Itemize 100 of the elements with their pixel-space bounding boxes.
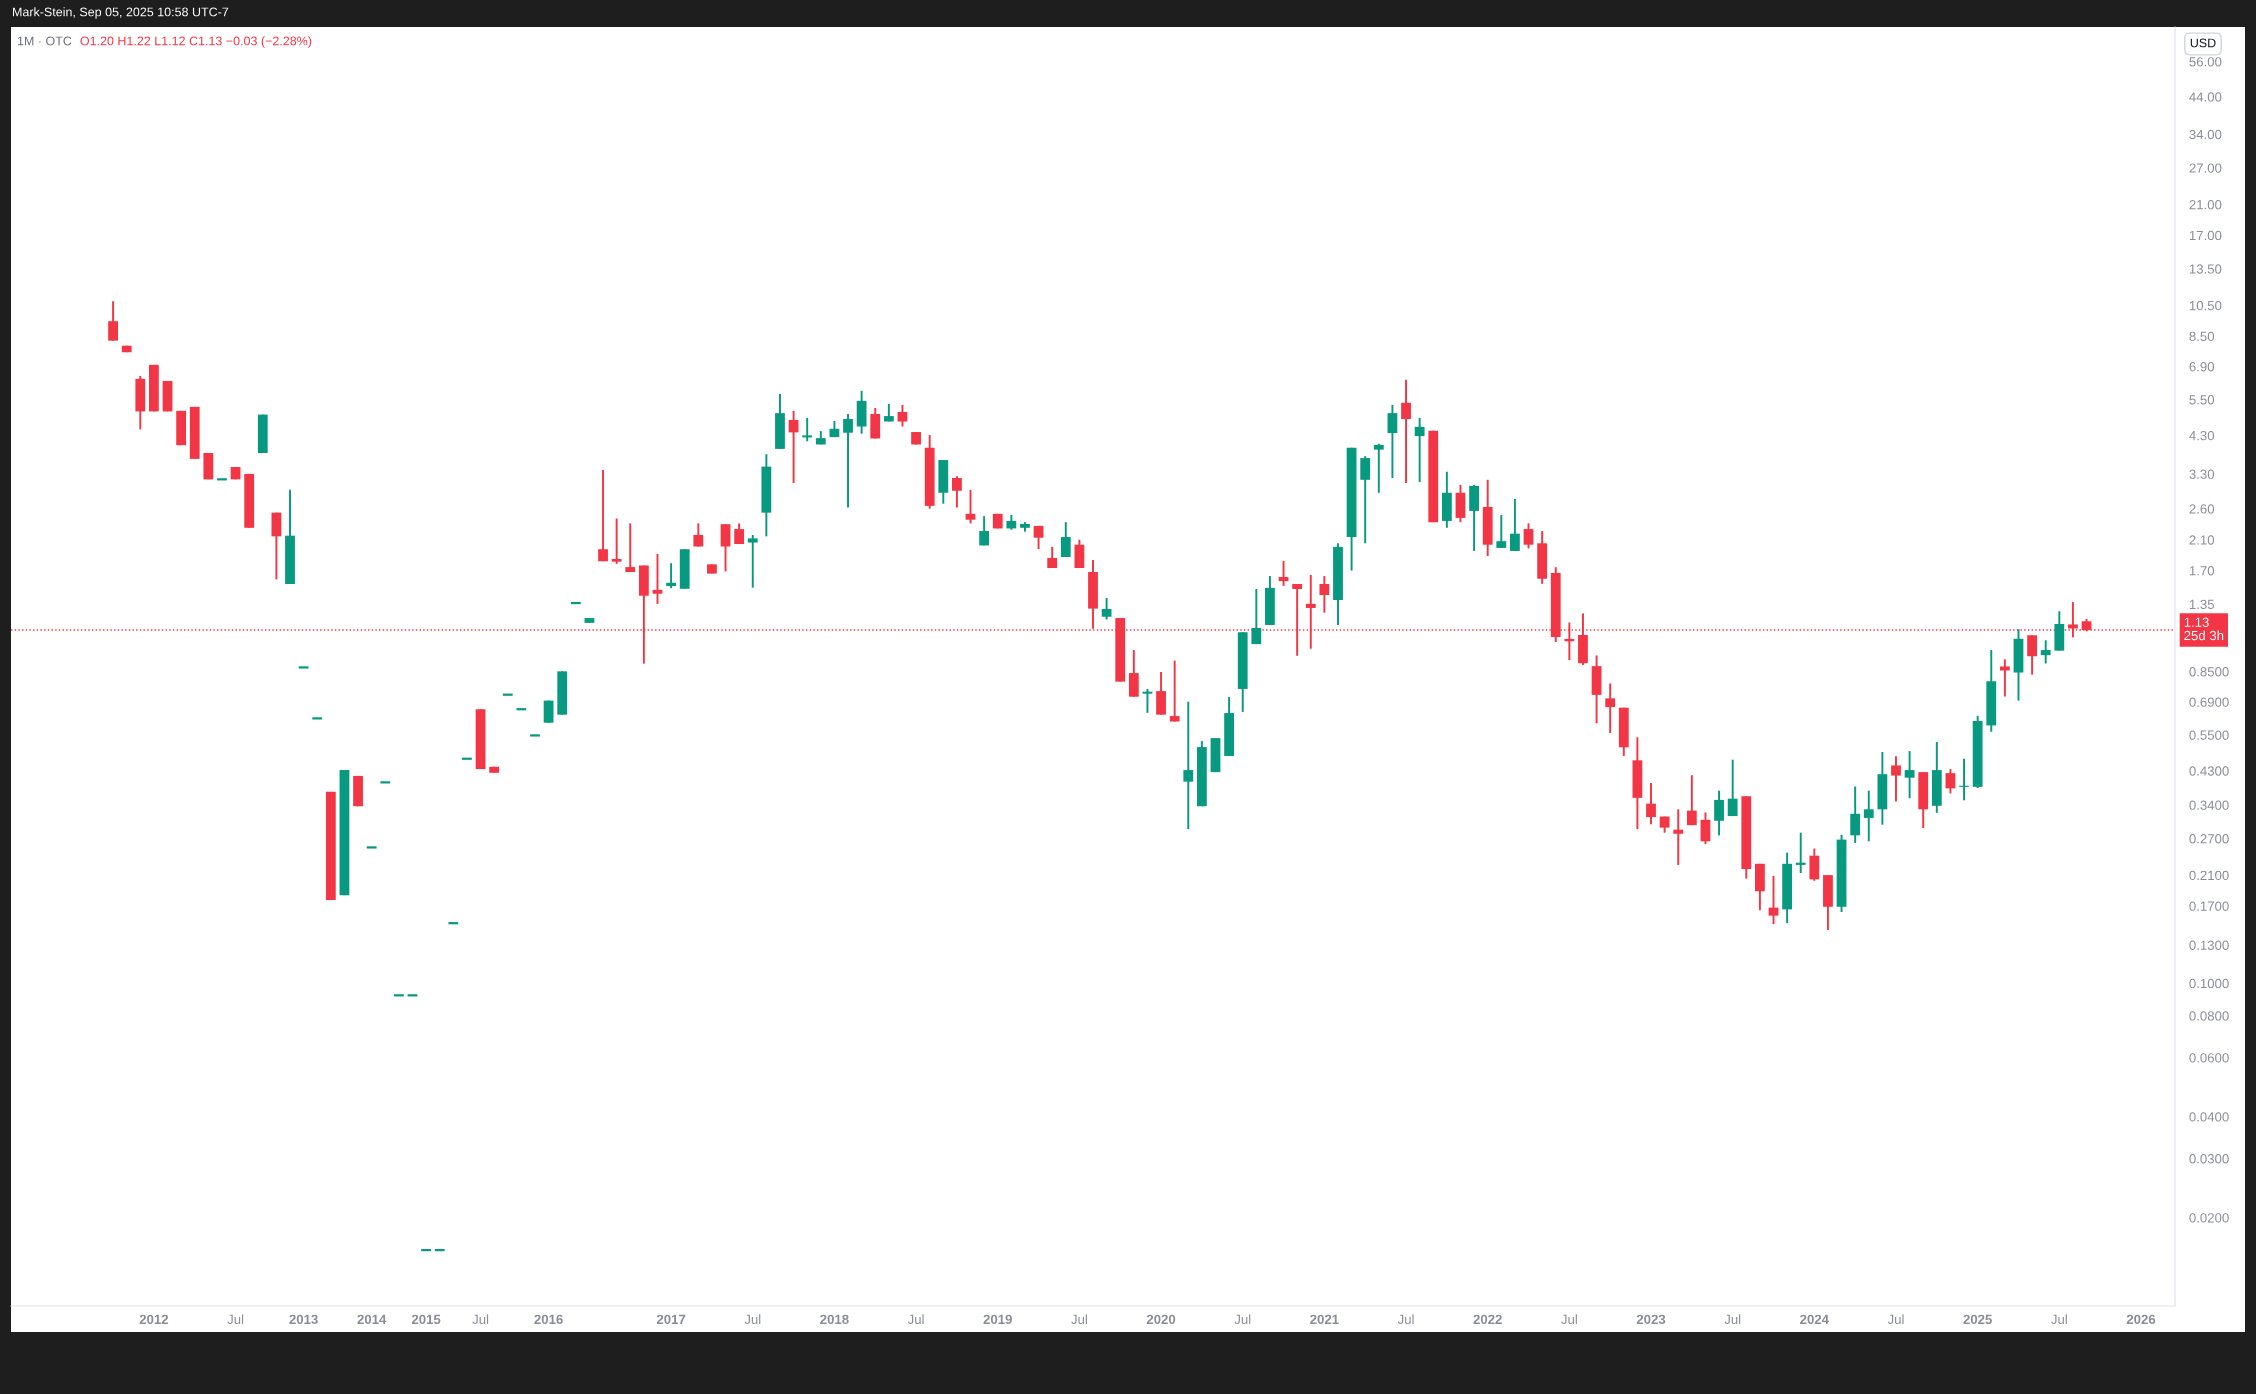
x-tick-label: 2016 xyxy=(534,1314,563,1325)
candlestick xyxy=(720,523,731,573)
candlestick xyxy=(1496,514,1507,549)
y-tick-label: 0.0800 xyxy=(2189,1011,2229,1021)
y-tick-label: 4.30 xyxy=(2189,430,2215,441)
candlestick xyxy=(897,403,908,428)
y-tick-label: 0.3400 xyxy=(2189,800,2229,810)
candlestick xyxy=(1251,588,1262,646)
y-tick-label: 44.00 xyxy=(2189,92,2222,102)
candlestick xyxy=(1360,455,1371,545)
candlestick xyxy=(1523,522,1534,550)
candlestick xyxy=(843,413,853,509)
candlestick xyxy=(1700,811,1711,845)
y-tick-label: 0.0600 xyxy=(2189,1053,2229,1063)
candlestick xyxy=(1128,649,1139,698)
candlestick xyxy=(1060,521,1071,558)
y-tick-label: 0.1700 xyxy=(2189,901,2229,911)
y-tick-label: 5.50 xyxy=(2189,395,2215,405)
y-tick-label: 0.1000 xyxy=(2189,978,2229,989)
x-tick-label: 2020 xyxy=(1146,1314,1176,1325)
y-tick-label: 6.90 xyxy=(2189,362,2215,372)
ref-line-label: 1.13 25d 3h xyxy=(2184,617,2224,641)
text: USD xyxy=(2190,38,2216,48)
candlestick xyxy=(1686,774,1697,827)
text: O1.20 H1.22 L1.12 C1.13 −0.03 (−2.28%) xyxy=(80,36,312,48)
text: Mark-Stein, Sep 05, 2025 10:58 UTC-7 xyxy=(13,7,229,19)
x-tick-label: 2018 xyxy=(820,1314,849,1325)
x-tick-label: 2023 xyxy=(1636,1314,1666,1325)
x-tick-label: Jul xyxy=(1234,1314,1251,1325)
candlestick xyxy=(1646,782,1656,826)
candlestick xyxy=(1278,560,1289,587)
candlestick xyxy=(1605,682,1616,735)
x-tick-label: 2026 xyxy=(2126,1314,2156,1325)
candlestick xyxy=(1768,874,1779,926)
y-tick-label: 13.50 xyxy=(2189,264,2222,274)
x-tick-label: 2013 xyxy=(289,1314,318,1325)
y-tick-label: 0.2700 xyxy=(2189,834,2229,844)
y-tick-label: 17.00 xyxy=(2189,230,2222,241)
y-tick-label: 0.5500 xyxy=(2189,730,2229,740)
x-tick-label: 2015 xyxy=(411,1314,441,1325)
candlestick xyxy=(1863,789,1874,843)
y-tick-label: 1.35 xyxy=(2189,599,2215,610)
y-tick-label: 0.1300 xyxy=(2189,940,2229,950)
candlestick xyxy=(747,534,758,589)
x-tick-label: 2012 xyxy=(139,1314,169,1325)
y-tick-label: 56.00 xyxy=(2189,57,2222,67)
y-tick-label: 0.0400 xyxy=(2189,1112,2229,1122)
x-tick-label: 2014 xyxy=(357,1314,387,1325)
candlestick xyxy=(1945,768,1956,795)
y-tick-label: 2.10 xyxy=(2189,535,2215,545)
candlestick xyxy=(2040,639,2051,665)
y-tick-label: 21.00 xyxy=(2189,199,2222,210)
candlestick xyxy=(1891,755,1901,803)
candlestick xyxy=(1510,497,1520,552)
candlestick xyxy=(271,511,282,581)
x-tick-label: Jul xyxy=(907,1314,924,1325)
candlestick xyxy=(1850,785,1861,844)
x-tick-label: 2017 xyxy=(656,1314,686,1325)
candlestick xyxy=(1673,808,1684,867)
candlestick xyxy=(952,475,962,509)
candlestick xyxy=(979,515,990,547)
y-tick-label: 10.50 xyxy=(2189,300,2222,311)
candlestick xyxy=(1794,831,1807,875)
candlestick xyxy=(1074,538,1085,569)
y-tick-label: 8.50 xyxy=(2189,331,2215,342)
candlestick xyxy=(1156,671,1166,716)
candlestick xyxy=(1101,597,1112,621)
candlestick xyxy=(666,562,676,590)
y-tick-label: 0.8500 xyxy=(2189,667,2229,677)
x-tick-label: Jul xyxy=(1397,1314,1414,1325)
y-tick-label: 2.60 xyxy=(2189,504,2215,514)
y-tick-label: 0.6900 xyxy=(2189,697,2229,707)
x-tick-label: Jul xyxy=(1724,1314,1741,1325)
y-tick-label: 1.70 xyxy=(2189,566,2215,576)
candlestick xyxy=(1142,687,1153,714)
candlestick xyxy=(108,300,118,342)
candlestick xyxy=(1904,750,1915,800)
x-tick-label: 2022 xyxy=(1473,1314,1502,1325)
y-tick-label: 0.0300 xyxy=(2189,1154,2229,1164)
text: 1M · OTC xyxy=(17,36,72,46)
candlestick xyxy=(1727,758,1738,818)
x-tick-label: Jul xyxy=(744,1314,761,1325)
candlestick xyxy=(1401,378,1411,485)
x-tick-label: Jul xyxy=(227,1314,244,1325)
x-tick-label: Jul xyxy=(1071,1314,1087,1325)
candlestick xyxy=(1169,659,1180,723)
y-tick-label: 3.30 xyxy=(2189,469,2215,479)
candlestick xyxy=(625,522,636,573)
x-tick-label: 2021 xyxy=(1310,1314,1339,1325)
candlestick xyxy=(652,553,663,605)
x-tick-label: 2024 xyxy=(1800,1314,1829,1325)
y-tick-label: 34.00 xyxy=(2189,129,2222,140)
candlestick xyxy=(598,469,608,563)
y-tick-label: 0.2100 xyxy=(2189,870,2229,881)
candlestick xyxy=(1809,847,1820,882)
x-tick-label: 2019 xyxy=(983,1314,1012,1325)
candlestick xyxy=(1373,442,1384,494)
candlestick xyxy=(1305,574,1316,650)
candlestick xyxy=(693,522,704,548)
candlestick xyxy=(1414,416,1425,484)
